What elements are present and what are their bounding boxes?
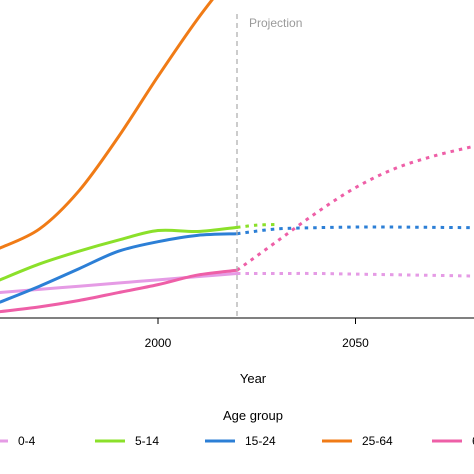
series-line-observed-65-: [0, 268, 239, 314]
x-tick-label: 2050: [342, 336, 369, 350]
legend-label: 15-24: [245, 434, 276, 448]
plot-area: [0, 0, 474, 314]
x-axis-ticks: 2000 2050: [145, 318, 369, 350]
series-line-projected-5-14: [236, 223, 277, 229]
legend-label: 5-14: [135, 434, 159, 448]
x-tick-label: 2000: [145, 336, 172, 350]
series-line-observed-0-4: [0, 271, 239, 295]
legend-label: 0-4: [18, 434, 36, 448]
legend-title: Age group: [223, 408, 283, 423]
series-line-observed-25-64: [0, 0, 214, 250]
legend-item-5-14: 5-14: [95, 434, 159, 448]
legend-item-15-24: 15-24: [205, 434, 276, 448]
projection-annotation: Projection: [249, 16, 302, 30]
series-line-projected-65-: [236, 144, 474, 272]
legend: 0-4 5-14 15-24 25-64 65+: [0, 434, 474, 448]
legend-label: 25-64: [362, 434, 393, 448]
series-line-observed-5-14: [0, 225, 239, 282]
series-line-observed-15-24: [0, 232, 239, 304]
legend-item-65-: 65+: [432, 434, 474, 448]
legend-label: 65+: [472, 434, 474, 448]
legend-item-25-64: 25-64: [322, 434, 393, 448]
series-line-projected-15-24: [236, 225, 474, 236]
series-line-projected-0-4: [237, 271, 474, 278]
x-axis-title: Year: [240, 371, 267, 386]
legend-item-0-4: 0-4: [0, 434, 36, 448]
